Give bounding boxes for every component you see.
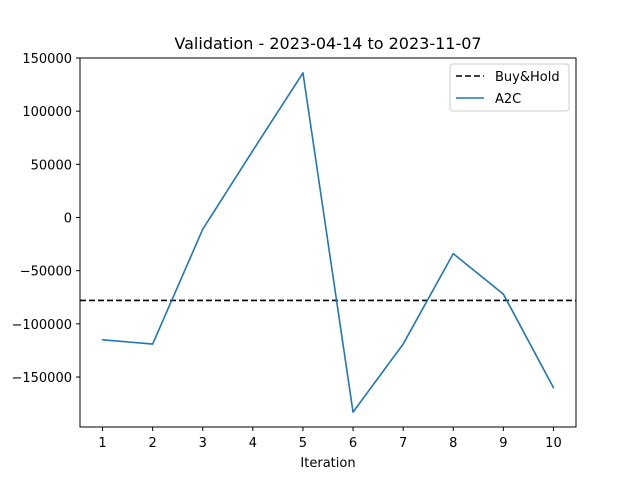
series-line-a2c bbox=[101, 72, 555, 413]
x-tick-label: 10 bbox=[545, 436, 562, 451]
legend-label-a2c: A2C bbox=[495, 92, 521, 107]
x-tick-label: 1 bbox=[98, 436, 106, 451]
x-tick-label: 9 bbox=[499, 436, 507, 451]
y-tick-label: −100000 bbox=[11, 318, 72, 333]
x-tick-label: 5 bbox=[299, 436, 307, 451]
y-tick-label: −50000 bbox=[20, 265, 72, 280]
x-tick-label: 7 bbox=[399, 436, 407, 451]
legend-label-buy-hold: Buy&Hold bbox=[495, 70, 560, 85]
x-tick-label: 2 bbox=[149, 436, 157, 451]
series-lines bbox=[101, 72, 555, 413]
y-tick-label: 100000 bbox=[22, 105, 72, 120]
y-tick-label: −150000 bbox=[11, 371, 72, 386]
x-axis: 1 2 3 4 5 6 7 8 9 10 bbox=[98, 427, 562, 451]
legend: Buy&Hold A2C bbox=[449, 63, 570, 112]
x-tick-label: 8 bbox=[449, 436, 457, 451]
x-tick-label: 3 bbox=[199, 436, 207, 451]
y-tick-label: 50000 bbox=[31, 158, 72, 173]
y-axis: −150000 −100000 −50000 0 50000 100000 150000 bbox=[11, 52, 80, 386]
x-tick-label: 6 bbox=[349, 436, 357, 451]
x-tick-label: 4 bbox=[249, 436, 257, 451]
chart-title: Validation - 2023-04-14 to 2023-11-07 bbox=[174, 34, 481, 53]
y-tick-label: 0 bbox=[64, 212, 72, 227]
x-axis-label: Iteration bbox=[300, 456, 355, 471]
y-tick-label: 150000 bbox=[22, 52, 72, 67]
